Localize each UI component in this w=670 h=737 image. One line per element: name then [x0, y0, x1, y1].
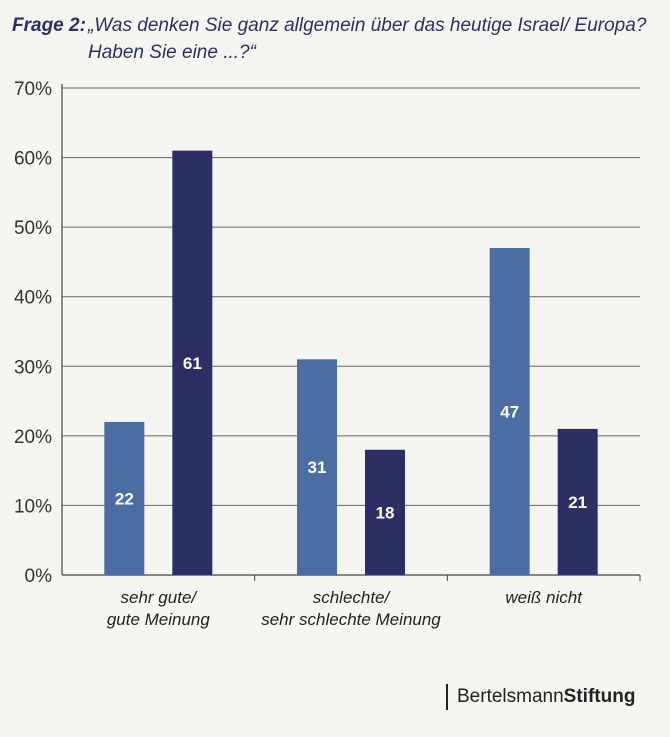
bar-value-label: 31	[308, 458, 327, 477]
bar-value-label: 21	[568, 493, 587, 512]
y-tick-label: 70%	[14, 79, 52, 100]
y-tick-label: 60%	[14, 149, 52, 170]
y-tick-label: 50%	[14, 218, 52, 239]
question-label: Frage 2:	[12, 15, 86, 36]
bar	[557, 428, 598, 575]
y-tick-label: 30%	[14, 357, 52, 378]
bar	[365, 449, 405, 575]
bar-value-label: 61	[183, 354, 202, 373]
bar	[297, 359, 337, 575]
x-category-label-line: weiß nicht	[505, 588, 583, 607]
y-tick-label: 20%	[14, 427, 52, 448]
bar	[172, 150, 213, 575]
y-tick-label: 40%	[14, 288, 52, 309]
brand-logo: BertelsmannStiftung	[446, 684, 635, 710]
bar	[489, 248, 530, 575]
x-category-label-line: schlechte/	[313, 588, 392, 607]
x-category-label: sehr gute/gute Meinung	[107, 588, 211, 629]
x-category-label: weiß nicht	[505, 588, 583, 607]
bar	[104, 421, 145, 575]
x-category-label-line: sehr schlechte Meinung	[261, 610, 441, 629]
brand-part1: Bertelsmann	[457, 686, 564, 707]
y-tick-label: 0%	[25, 566, 53, 587]
x-category-label: schlechte/sehr schlechte Meinung	[261, 588, 441, 629]
bar-value-label: 22	[115, 489, 134, 508]
y-tick-label: 10%	[14, 496, 52, 517]
x-category-label-line: sehr gute/	[121, 588, 199, 607]
question-text: „Was denken Sie ganz allgemein über das …	[88, 15, 647, 63]
bar-value-label: 47	[500, 403, 519, 422]
bar-value-label: 18	[376, 503, 395, 522]
brand-part2: Stiftung	[563, 686, 636, 707]
x-category-label-line: gute Meinung	[107, 610, 211, 629]
